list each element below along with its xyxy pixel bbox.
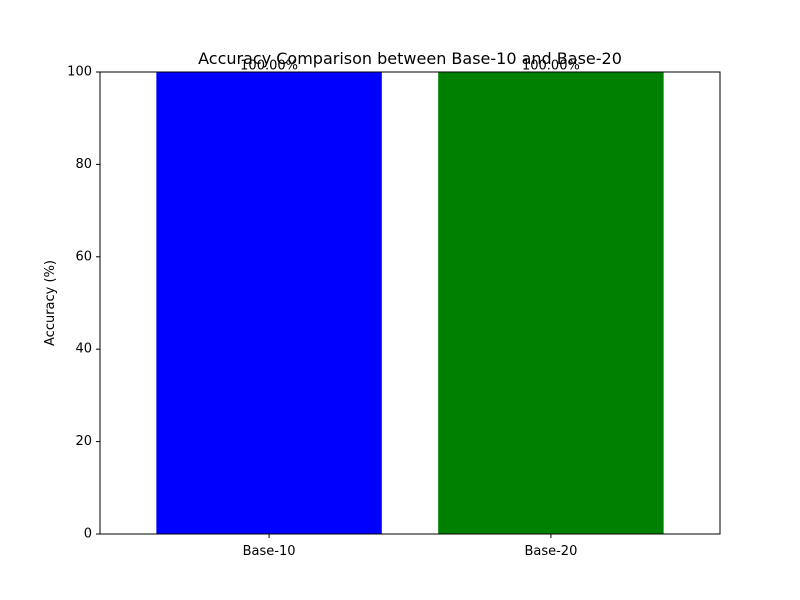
x-axis-ticks: Base-10 Base-20: [243, 534, 577, 559]
y-tick-label: 60: [75, 249, 92, 264]
y-tick-label: 40: [75, 342, 92, 357]
axes-frame: [99, 71, 721, 535]
x-tick-label: Base-10: [243, 544, 296, 559]
value-labels-group: 100.00% 100.00%: [240, 59, 580, 74]
y-tick-label: 80: [75, 157, 92, 172]
bars-group: [156, 72, 664, 534]
y-tick-label: 0: [84, 527, 92, 542]
y-axis-ticks: 0 20 40 60 80 100: [67, 65, 100, 542]
bar-base-20: [438, 72, 664, 534]
value-label-base-10: 100.00%: [240, 59, 298, 74]
x-tick-label: Base-20: [524, 544, 577, 559]
y-axis-label: Accuracy (%): [43, 260, 58, 346]
chart-title: Accuracy Comparison between Base-10 and …: [198, 49, 622, 68]
y-tick-label: 20: [75, 434, 92, 449]
bar-base-10: [156, 72, 382, 534]
y-tick-label: 100: [67, 65, 92, 80]
value-label-base-20: 100.00%: [522, 59, 580, 74]
